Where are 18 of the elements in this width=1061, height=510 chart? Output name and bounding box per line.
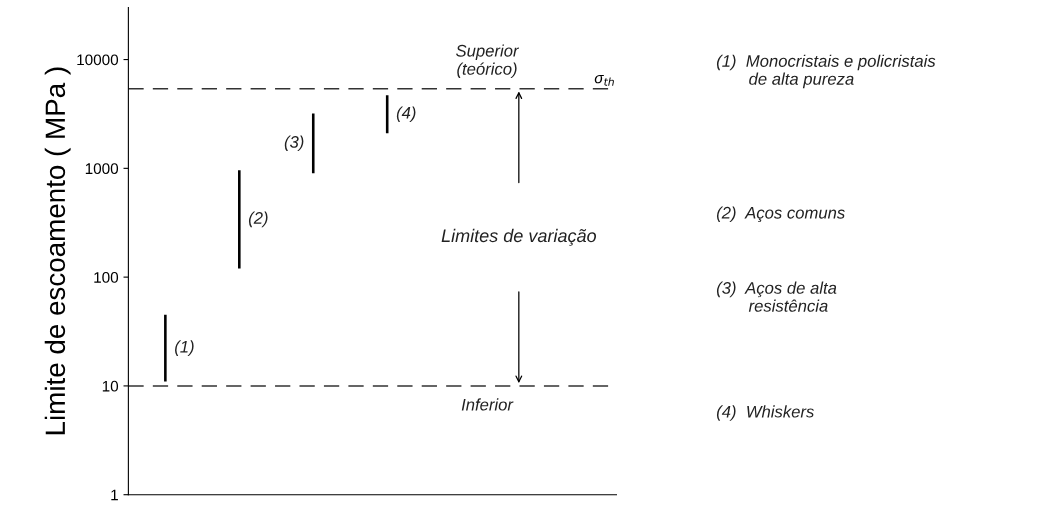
text: Limites de variação — [441, 228, 597, 246]
text: (1) Monocristais e policristais de alta pureza — [716, 54, 936, 89]
x-tick-label: (3) — [284, 135, 304, 152]
y-tick-label: 10000 — [77, 54, 119, 66]
y-tick-label: 1000 — [85, 163, 119, 175]
text: (2) Aços comuns — [716, 206, 845, 222]
text: (3) Aços de alta resistência — [716, 281, 837, 312]
y-axis-title: Limite de escoamento ( MPa ) — [44, 67, 71, 435]
y-tick-label: 1 — [111, 489, 118, 501]
x-tick-label: (1) — [175, 340, 194, 356]
y-tick-label: 100 — [94, 271, 119, 283]
text: (4) Whiskers — [716, 405, 814, 421]
annotation: Inferior — [461, 398, 514, 411]
x-tick-label: (4) — [396, 106, 416, 123]
y-tick-label: 10 — [102, 380, 119, 392]
annotation: Superior (teórico) — [456, 44, 520, 79]
x-tick-label: (2) — [248, 211, 268, 228]
ref-line-label: σ$_{th}$ — [594, 75, 614, 86]
